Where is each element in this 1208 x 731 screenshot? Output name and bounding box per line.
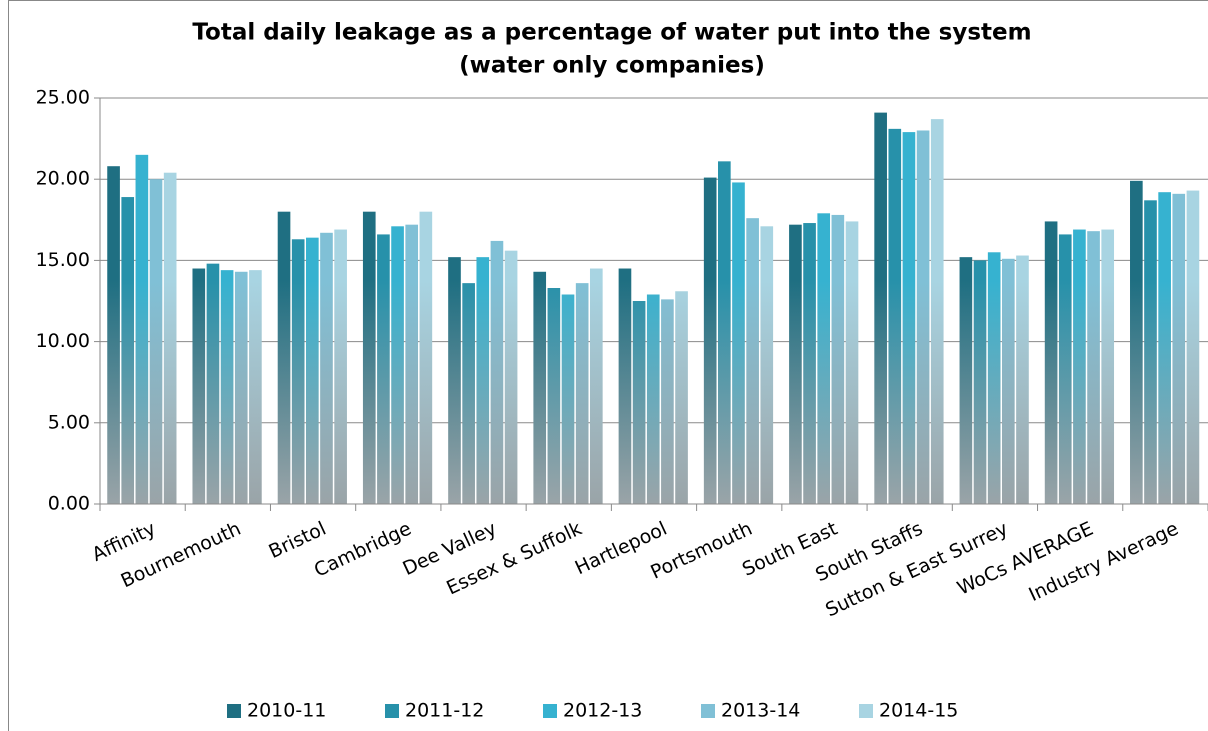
bar bbox=[661, 299, 674, 504]
bar bbox=[163, 172, 177, 505]
bar bbox=[930, 119, 944, 504]
bar bbox=[533, 271, 547, 504]
bar bbox=[1172, 193, 1186, 505]
bar bbox=[845, 221, 859, 504]
bar bbox=[675, 291, 688, 504]
bar bbox=[504, 250, 518, 504]
bar bbox=[1016, 255, 1029, 504]
legend-label: 2013-14 bbox=[721, 700, 800, 722]
bar bbox=[575, 283, 589, 504]
bar bbox=[831, 214, 845, 505]
y-tick-label: 5.00 bbox=[48, 411, 90, 433]
bar bbox=[1001, 258, 1015, 504]
bar bbox=[277, 211, 291, 504]
bar bbox=[760, 226, 774, 504]
bar bbox=[1130, 180, 1143, 504]
bar bbox=[419, 211, 433, 504]
bar bbox=[916, 130, 930, 505]
bar bbox=[1058, 234, 1072, 504]
bar bbox=[1044, 221, 1058, 504]
bar bbox=[817, 213, 831, 504]
bar bbox=[234, 271, 248, 504]
bar bbox=[306, 237, 319, 504]
bar bbox=[803, 223, 816, 504]
bar bbox=[1158, 192, 1171, 504]
legend-swatch bbox=[227, 704, 241, 718]
bar bbox=[561, 294, 575, 504]
bar bbox=[703, 177, 717, 505]
legend-swatch bbox=[543, 704, 557, 718]
bar bbox=[107, 166, 120, 504]
bar bbox=[789, 224, 802, 504]
x-tick-label: Industry Average bbox=[1026, 518, 1182, 606]
bar bbox=[632, 301, 646, 504]
bar bbox=[732, 182, 745, 504]
y-tick-label: 25.00 bbox=[36, 87, 90, 109]
y-tick-label: 0.00 bbox=[48, 493, 90, 515]
y-tick-label: 20.00 bbox=[36, 168, 90, 190]
bar bbox=[135, 154, 149, 504]
bar bbox=[121, 197, 135, 504]
y-tick-label: 10.00 bbox=[36, 330, 90, 352]
bar bbox=[1073, 229, 1086, 504]
bar bbox=[1144, 200, 1157, 504]
bar bbox=[220, 270, 234, 504]
bar bbox=[377, 234, 390, 504]
bar bbox=[249, 270, 262, 504]
bar bbox=[746, 218, 759, 504]
bar bbox=[1101, 229, 1115, 504]
bar bbox=[618, 268, 632, 504]
bar bbox=[206, 263, 220, 504]
bar bbox=[888, 128, 902, 504]
bar bbox=[192, 268, 206, 504]
bar bbox=[405, 224, 419, 504]
legend-label: 2010-11 bbox=[247, 700, 326, 722]
bar bbox=[547, 288, 561, 504]
legend-swatch bbox=[385, 704, 399, 718]
legend-label: 2014-15 bbox=[879, 700, 958, 722]
chart-border bbox=[8, 0, 1208, 731]
bar bbox=[448, 257, 461, 504]
x-tick-label: Bristol bbox=[265, 518, 329, 563]
bar bbox=[874, 112, 887, 504]
bar bbox=[973, 260, 987, 504]
bar bbox=[334, 229, 347, 504]
bar bbox=[462, 283, 475, 504]
bar bbox=[589, 268, 603, 504]
bar bbox=[959, 257, 973, 504]
bar bbox=[1186, 190, 1200, 504]
bar bbox=[987, 252, 1001, 504]
chart-title: Total daily leakage as a percentage of w… bbox=[192, 20, 1031, 46]
x-tick-label: Cambridge bbox=[311, 518, 415, 582]
bar bbox=[718, 161, 731, 504]
bar bbox=[362, 211, 376, 504]
legend-swatch bbox=[859, 704, 873, 718]
bar bbox=[391, 226, 404, 504]
bar bbox=[902, 132, 916, 504]
bar bbox=[320, 232, 333, 505]
legend-label: 2011-12 bbox=[405, 700, 484, 722]
bar bbox=[646, 294, 660, 504]
bar bbox=[476, 257, 490, 504]
bar bbox=[149, 179, 163, 504]
bar bbox=[490, 240, 504, 505]
y-tick-label: 15.00 bbox=[36, 249, 90, 271]
bar bbox=[291, 239, 305, 504]
bar bbox=[1087, 231, 1100, 504]
chart-title: (water only companies) bbox=[459, 53, 765, 79]
legend-label: 2012-13 bbox=[563, 700, 642, 722]
legend-swatch bbox=[701, 704, 715, 718]
